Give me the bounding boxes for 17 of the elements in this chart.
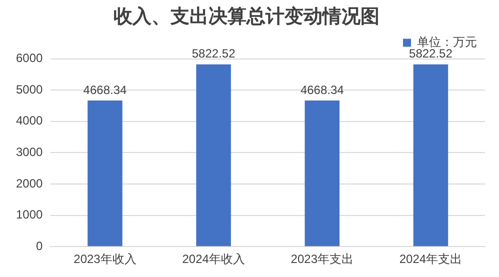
y-tick-label: 4000 [16,114,44,128]
y-tick-label: 0 [36,238,44,253]
chart-title: 收入、支出决算总计变动情况图 [114,5,380,28]
y-tick-label: 5000 [16,82,44,96]
legend-label: 单位：万元 [417,35,477,50]
y-tick-label: 2000 [16,176,44,190]
x-tick-label: 2023年收入 [74,252,136,266]
data-label: 5822.52 [192,46,236,61]
y-tick-label: 6000 [16,51,44,66]
data-label: 4668.34 [300,82,344,97]
y-tick-label: 1000 [16,208,44,222]
y-tick-label: 3000 [16,145,44,160]
x-tick-label: 2023年支出 [290,252,354,266]
data-label: 4668.34 [83,82,127,97]
x-tick-label: 2024年支出 [399,252,462,266]
x-tick-label: 2024年收入 [182,252,245,266]
data-label: 5822.52 [409,46,453,61]
